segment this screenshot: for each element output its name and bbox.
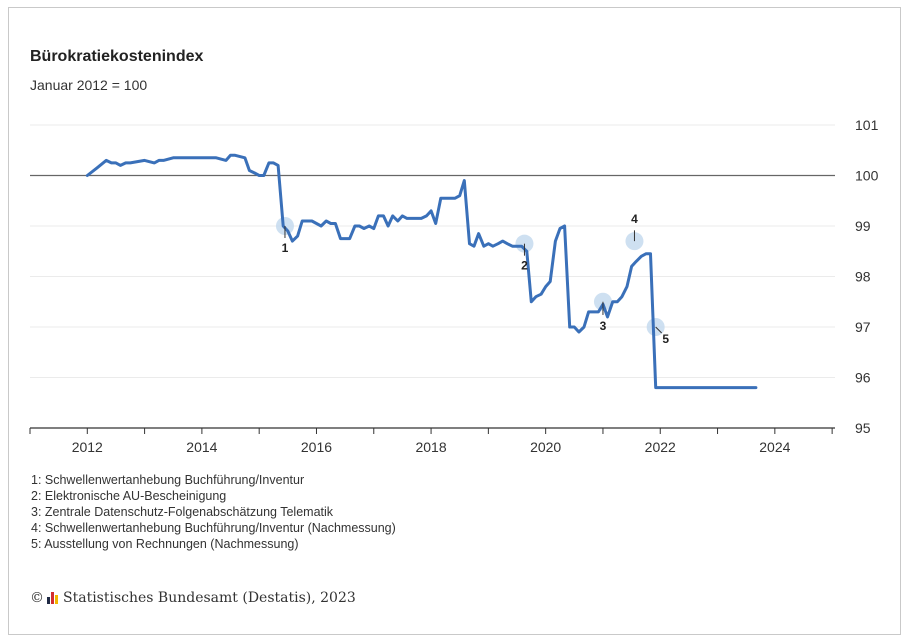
x-tick-label: 2024 [759, 439, 790, 455]
x-tick-label: 2014 [186, 439, 217, 455]
footnote-5: 5: Ausstellung von Rechnungen (Nachmessu… [31, 537, 299, 551]
footnote-1: 1: Schwellenwertanhebung Buchführung/Inv… [31, 473, 305, 487]
x-tick-label: 2018 [415, 439, 446, 455]
source-line: © Statistisches Bundesamt (Destatis), 20… [30, 590, 356, 606]
annotation-leader-5 [655, 326, 663, 334]
footnote-4: 4: Schwellenwertanhebung Buchführung/Inv… [31, 521, 396, 535]
destatis-logo-icon [47, 592, 58, 604]
copyright-symbol: © [30, 590, 44, 606]
y-tick-label: 99 [855, 218, 871, 234]
y-tick-label: 100 [855, 168, 879, 184]
chart-subtitle: Januar 2012 = 100 [30, 77, 148, 93]
x-tick-label: 2020 [530, 439, 561, 455]
x-tick-label: 2012 [72, 439, 103, 455]
grid-lines [30, 124, 835, 378]
annotation-label-3: 3 [600, 319, 607, 333]
annotation-label-2: 2 [521, 259, 528, 273]
footnote-2: 2: Elektronische AU-Bescheinigung [31, 489, 227, 503]
annotation-label-5: 5 [662, 332, 669, 346]
annotation-label-1: 1 [282, 241, 289, 255]
series-group [85, 153, 758, 390]
source-text: Statistisches Bundesamt (Destatis), 2023 [63, 590, 356, 606]
y-tick-label: 98 [855, 269, 871, 285]
y-tick-label: 96 [855, 370, 871, 386]
series-line [85, 153, 758, 390]
y-axis: 95 96 97 98 99 100 101 [855, 117, 879, 436]
x-tick-label: 2022 [645, 439, 676, 455]
chart-frame [8, 7, 901, 635]
x-axis: 2012 2014 2016 2018 2020 2022 2024 [29, 427, 835, 455]
x-tick-label: 2016 [301, 439, 332, 455]
annotation-label-4: 4 [631, 212, 638, 226]
y-tick-label: 97 [855, 319, 871, 335]
footnotes: 1: Schwellenwertanhebung Buchführung/Inv… [31, 472, 396, 552]
y-tick-label: 101 [855, 117, 879, 133]
chart-title: Bürokratiekostenindex [30, 48, 204, 65]
annotation-labels: 1 2 3 4 5 [282, 212, 670, 346]
footnote-3: 3: Zentrale Datenschutz-Folgenabschätzun… [31, 505, 334, 519]
y-tick-label: 95 [855, 420, 871, 436]
